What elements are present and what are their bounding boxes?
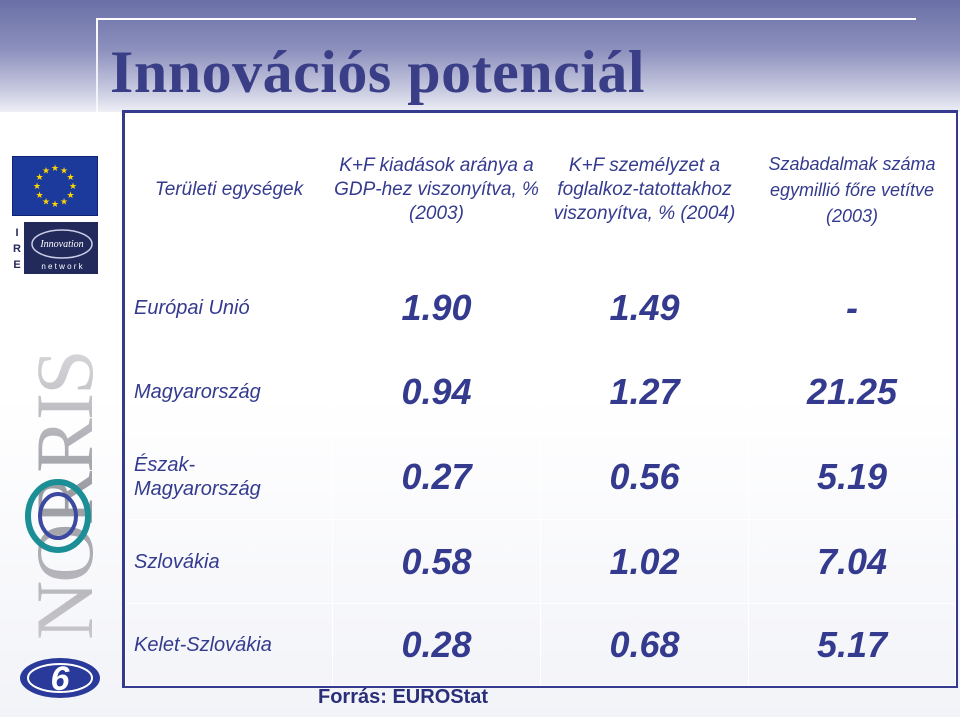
ire-letter-e: E <box>13 259 20 271</box>
header-patents: Szabadalmak száma egymillió főre vetítve… <box>748 113 956 266</box>
svg-text:★: ★ <box>66 173 74 183</box>
cell-patents: - <box>748 265 956 350</box>
fp6-logo: 6 <box>18 652 102 702</box>
svg-text:★: ★ <box>66 191 74 201</box>
row-label: Magyarország <box>125 349 333 434</box>
row-label: Észak-Magyarország <box>125 433 333 520</box>
table-row: Európai Unió 1.90 1.49 - <box>125 265 956 350</box>
table-row: Magyarország 0.94 1.27 21.25 <box>125 349 956 434</box>
eu-stars: ★ ★ ★ ★ ★ ★ ★ ★ ★ ★ ★ ★ <box>33 164 77 210</box>
cell-patents: 5.17 <box>748 603 956 686</box>
cell-rd-staff: 1.02 <box>540 519 749 604</box>
svg-text:★: ★ <box>35 191 43 201</box>
table-row: Kelet-Szlovákia 0.28 0.68 5.17 <box>125 603 956 686</box>
ire-letter-i: I <box>15 227 18 239</box>
ire-network-logo: I R E Innovation n e t w o r k <box>10 222 98 274</box>
source-note: Forrás: EUROStat <box>318 686 489 708</box>
row-label: Európai Unió <box>125 265 333 350</box>
svg-text:★: ★ <box>35 173 43 183</box>
norris-logo: NORRIS <box>14 280 110 650</box>
svg-text:★: ★ <box>60 198 68 208</box>
decorative-line <box>96 18 916 20</box>
cell-rd-spending: 0.27 <box>332 433 541 520</box>
table-row: Észak-Magyarország 0.27 0.56 5.19 <box>125 433 956 520</box>
fp6-logo-number: 6 <box>51 660 71 698</box>
cell-rd-spending: 1.90 <box>332 265 541 350</box>
page-title: Innovációs potenciál <box>110 39 646 105</box>
ire-letter-r: R <box>13 243 21 255</box>
cell-rd-staff: 1.27 <box>540 349 749 434</box>
cell-rd-staff: 1.49 <box>540 265 749 350</box>
table-row: Szlovákia 0.58 1.02 7.04 <box>125 519 956 604</box>
svg-text:★: ★ <box>33 182 41 192</box>
header-rd-staff: K+F személyzet a foglalkoz-tatottakhoz v… <box>540 113 749 266</box>
cell-rd-spending: 0.94 <box>332 349 541 434</box>
row-label: Kelet-Szlovákia <box>125 603 333 686</box>
cell-patents: 7.04 <box>748 519 956 604</box>
cell-rd-spending: 0.58 <box>332 519 541 604</box>
svg-text:★: ★ <box>51 200 59 210</box>
svg-text:★: ★ <box>69 182 77 192</box>
cell-rd-staff: 0.56 <box>540 433 749 520</box>
cell-patents: 5.19 <box>748 433 956 520</box>
cell-rd-staff: 0.68 <box>540 603 749 686</box>
header-regions: Területi egységek <box>125 113 333 266</box>
ire-network: n e t w o r k <box>41 262 83 271</box>
svg-text:★: ★ <box>42 167 50 177</box>
cell-patents: 21.25 <box>748 349 956 434</box>
ire-script: Innovation <box>39 239 83 250</box>
data-table: Területi egységek K+F kiadások aránya a … <box>125 113 956 686</box>
row-label: Szlovákia <box>125 519 333 604</box>
cell-rd-spending: 0.28 <box>332 603 541 686</box>
svg-text:★: ★ <box>42 198 50 208</box>
svg-text:★: ★ <box>60 167 68 177</box>
eu-flag-icon: ★ ★ ★ ★ ★ ★ ★ ★ ★ ★ ★ ★ <box>12 156 98 216</box>
svg-text:★: ★ <box>51 164 59 174</box>
header-rd-spending: K+F kiadások aránya a GDP-hez viszonyítv… <box>332 113 541 266</box>
table-frame <box>122 110 958 688</box>
header-row: Területi egységek K+F kiadások aránya a … <box>125 113 956 266</box>
